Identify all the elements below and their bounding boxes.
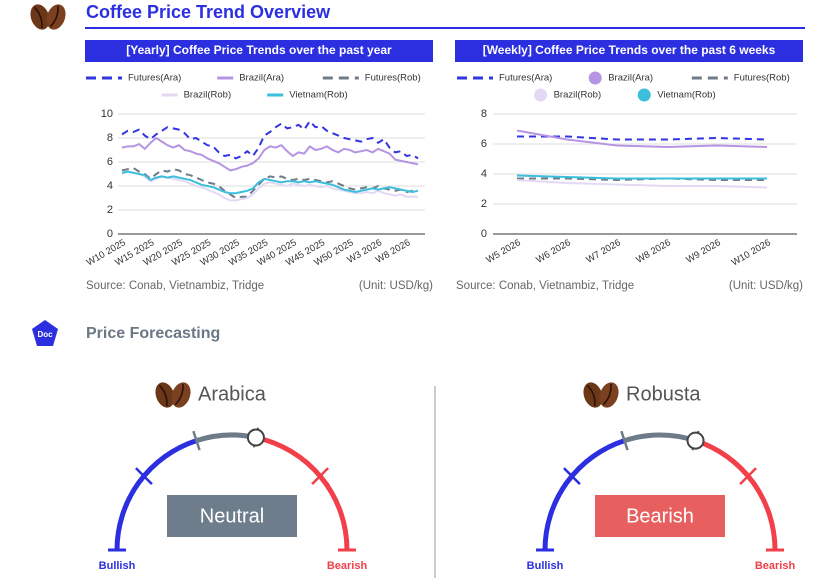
status-box <box>167 495 297 537</box>
x-tick-label: W7 2026 <box>584 237 622 266</box>
chart-title: [Yearly] Coffee Price Trends over the pa… <box>126 43 392 57</box>
legend-label: Futures(Rob) <box>365 73 421 84</box>
gauge-left-label: Bullish <box>99 560 136 572</box>
chart-title: [Weekly] Coffee Price Trends over the pa… <box>483 43 776 57</box>
status-box <box>595 495 725 537</box>
gauge-left-label: Bullish <box>527 560 564 572</box>
gauge-arc <box>623 432 697 444</box>
status-label: Bearish <box>626 505 694 527</box>
legend-label: Futures(Ara) <box>499 73 552 84</box>
y-tick-label: 4 <box>107 180 113 192</box>
gauge-right-label: Bearish <box>755 560 796 572</box>
series-line <box>517 135 768 141</box>
series-line <box>516 174 767 180</box>
y-tick-label: 0 <box>481 228 487 240</box>
series-line <box>121 170 419 195</box>
legend-label: Brazil(Ara) <box>239 73 284 84</box>
doc-icon-label: Doc <box>37 330 53 339</box>
x-tick-label: W6 2026 <box>534 237 572 266</box>
chart-unit: (Unit: USD/kg) <box>729 280 803 292</box>
gauge-tick <box>620 430 629 451</box>
y-tick-label: 8 <box>107 132 113 144</box>
y-tick-label: 6 <box>481 138 487 150</box>
x-tick-label: W9 2026 <box>684 237 722 266</box>
legend-label: Brazil(Ara) <box>608 73 653 84</box>
gauge-cross <box>135 467 153 485</box>
gauge-tick <box>192 430 201 451</box>
gauge-title: Robusta <box>626 383 701 405</box>
chart-source: Source: Conab, Vietnambiz, Tridge <box>456 280 634 292</box>
chart-source: Source: Conab, Vietnambiz, Tridge <box>86 280 264 292</box>
status-label: Neutral <box>200 505 264 527</box>
gauge-right-label: Bearish <box>327 560 368 572</box>
legend-label: Vietnam(Rob) <box>289 90 347 101</box>
chart-header <box>455 40 803 62</box>
coffee-icon <box>26 0 70 34</box>
x-tick-label: W5 2026 <box>484 237 522 266</box>
section-title: Price Forecasting <box>86 325 220 342</box>
gauge-cross <box>739 467 757 485</box>
y-tick-label: 6 <box>107 156 113 168</box>
series-line <box>516 179 768 189</box>
series-line <box>516 129 768 148</box>
chart-unit: (Unit: USD/kg) <box>359 280 433 292</box>
y-tick-label: 8 <box>481 108 487 120</box>
x-tick-label: W10 2026 <box>730 237 773 268</box>
legend-label: Brazil(Rob) <box>554 90 602 101</box>
series-line <box>121 167 418 199</box>
y-tick-label: 10 <box>101 108 113 120</box>
y-tick-label: 2 <box>481 198 487 210</box>
series-line <box>121 137 419 172</box>
series-line <box>121 170 418 202</box>
doc-icon <box>32 320 58 346</box>
gauge-title: Arabica <box>198 383 267 405</box>
gauge-cross <box>311 467 329 485</box>
page-title: Coffee Price Trend Overview <box>86 2 331 22</box>
gauge-knob <box>686 431 705 450</box>
legend-swatch <box>534 88 548 102</box>
legend-label: Vietnam(Rob) <box>657 90 715 101</box>
legend-label: Futures(Rob) <box>734 73 790 84</box>
y-tick-label: 2 <box>107 204 113 216</box>
gauge-cross <box>563 467 581 485</box>
legend-label: Brazil(Rob) <box>184 90 232 101</box>
gauge-knob <box>246 428 265 447</box>
legend-label: Futures(Ara) <box>128 73 181 84</box>
coffee-icon <box>579 378 623 412</box>
chart-header <box>85 40 433 62</box>
y-tick-label: 4 <box>481 168 487 180</box>
coffee-icon <box>151 378 195 412</box>
legend-swatch <box>588 71 602 85</box>
y-tick-label: 0 <box>107 228 113 240</box>
x-tick-label: W8 2026 <box>634 237 672 266</box>
series-line <box>121 120 419 160</box>
legend-swatch <box>637 88 651 102</box>
